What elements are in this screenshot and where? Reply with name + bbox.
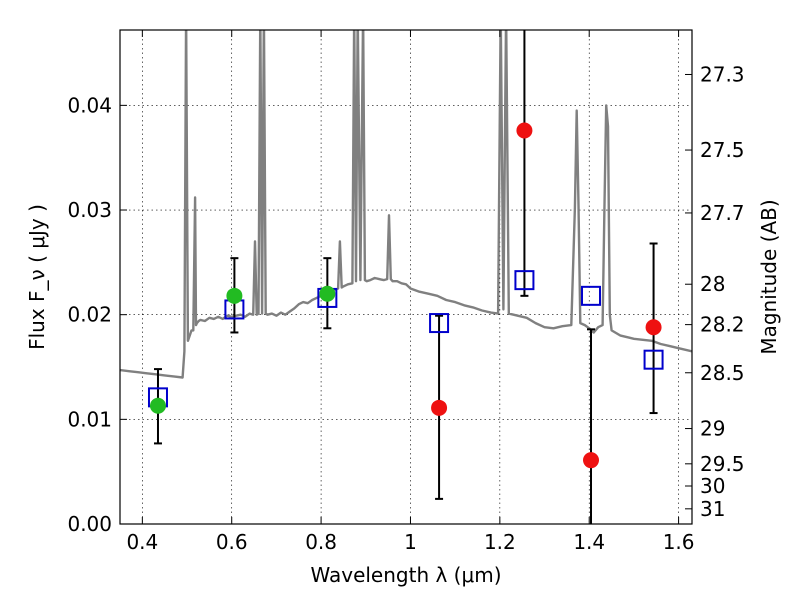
y-tick-label: 0.02 <box>67 303 112 327</box>
model-point <box>429 313 450 334</box>
x-axis-label: Wavelength λ (μm) <box>310 563 501 587</box>
x-tick-label: 0.4 <box>126 530 158 554</box>
plot-background <box>120 30 692 524</box>
detection-point <box>319 285 336 302</box>
x-tick-label: 0.8 <box>305 530 337 554</box>
right-tick-label: 30 <box>700 474 725 498</box>
y-axis-label: Flux F_ν ( μJy ) <box>25 204 49 350</box>
y-axis-left: 0.00 0.01 0.02 0.03 0.04 <box>67 93 127 536</box>
x-tick-label: 0.6 <box>216 530 248 554</box>
model-point <box>643 349 664 370</box>
right-tick-label: 28 <box>700 272 725 296</box>
y-tick-label: 0.04 <box>67 93 112 117</box>
y-tick-label: 0.00 <box>67 512 112 536</box>
plot-area <box>120 30 692 379</box>
y-tick-label: 0.03 <box>67 198 112 222</box>
y-tick-label: 0.01 <box>67 407 112 431</box>
x-axis: 0.4 0.6 0.8 1 1.2 1.4 1.6 <box>126 30 695 554</box>
model-point <box>514 270 535 291</box>
x-tick-label: 1.2 <box>484 530 516 554</box>
nondetection-point <box>431 399 448 416</box>
detection-point <box>149 397 166 414</box>
right-tick-label: 29 <box>700 417 725 441</box>
right-tick-label: 27.7 <box>700 201 745 225</box>
spectrum-line <box>120 30 692 379</box>
model-point <box>581 285 602 306</box>
plot-frame <box>119 29 693 525</box>
right-tick-label: 31 <box>700 497 725 521</box>
nondetection-point <box>645 319 662 336</box>
x-tick-label: 1 <box>404 530 417 554</box>
y-axis-label-right: Magnitude (AB) <box>757 199 781 354</box>
detection-point <box>226 287 243 304</box>
x-tick-label: 1.4 <box>573 530 605 554</box>
nondetection-point <box>583 452 600 469</box>
right-tick-label: 28.5 <box>700 361 745 385</box>
nondetection-point <box>516 122 533 139</box>
x-tick-label: 1.6 <box>663 530 695 554</box>
markers <box>147 122 664 469</box>
right-tick-label: 27.3 <box>700 62 745 86</box>
right-tick-label: 27.5 <box>700 138 745 162</box>
right-tick-label: 29.5 <box>700 452 745 476</box>
right-tick-label: 28.2 <box>700 313 745 337</box>
